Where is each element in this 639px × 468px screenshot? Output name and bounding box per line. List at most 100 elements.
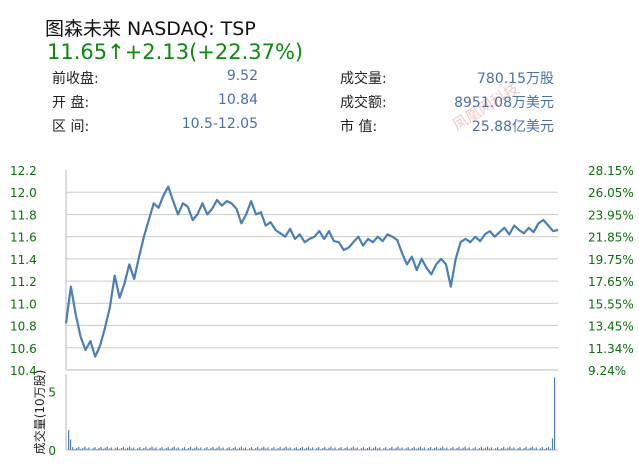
volume-bar (293, 448, 295, 450)
volume-bar (157, 449, 159, 450)
volume-bar (324, 446, 326, 450)
volume-bar (226, 448, 228, 450)
volume-bar (127, 447, 129, 450)
volume-bar (76, 448, 78, 450)
volume-bar (470, 449, 472, 450)
volume-bar (159, 448, 161, 450)
y-tick-label: 12.2 (10, 164, 37, 178)
volume-bar (269, 449, 271, 450)
volume-bar (330, 446, 332, 450)
volume-bar (163, 449, 165, 450)
volume-bar (281, 448, 283, 450)
volume-bar (188, 448, 190, 450)
volume-bar (316, 448, 318, 450)
volume-bar (346, 446, 348, 450)
volume-bar (161, 447, 163, 450)
volume-bar (466, 448, 468, 450)
volume-bar (460, 448, 462, 450)
volume-bar (436, 446, 438, 450)
volume-bar (230, 449, 232, 450)
volume-bar (210, 448, 212, 450)
volume-bar (265, 448, 267, 450)
price-line (64, 185, 559, 358)
open-label: 开 盘: (52, 95, 90, 111)
volume-bar (405, 448, 407, 450)
volume-bar (440, 447, 442, 450)
volume-bar (411, 448, 413, 450)
volume-bar (202, 449, 204, 450)
volume-bar (179, 449, 181, 450)
volume-bar (523, 448, 525, 450)
volume-bar (90, 449, 92, 450)
volume-bar (403, 449, 405, 450)
volume-bar (224, 449, 226, 450)
volume-bar (387, 449, 389, 450)
volume-bar (415, 448, 417, 450)
volume-bar (389, 448, 391, 450)
volume-bar (218, 446, 220, 450)
y-tick-label: 12.0 (10, 186, 37, 200)
volume-bar (517, 448, 519, 450)
volume-bar (442, 446, 444, 450)
volume-bar (529, 447, 531, 450)
volume-bar (220, 448, 222, 450)
y-tick-label: 11.2 (10, 275, 37, 289)
volume-bar (531, 446, 533, 450)
volume-bar (122, 446, 125, 450)
volume-bar (438, 448, 440, 450)
volume-bar (468, 447, 470, 450)
volume-bar (362, 447, 364, 450)
pct-tick-label: 19.75% (588, 253, 634, 267)
volume-bar (129, 446, 131, 450)
volume-bar (133, 447, 135, 450)
volume-bar (175, 448, 177, 450)
volume-bar (86, 448, 88, 450)
volume-bar (287, 448, 289, 450)
volume-bar (358, 449, 360, 450)
volume-bar (228, 447, 230, 450)
volume-bar (521, 449, 523, 450)
volume-bar (472, 448, 474, 450)
volume-bar (425, 449, 428, 450)
volume-bar (332, 448, 334, 450)
volume-bar (271, 448, 273, 450)
volume-bar (112, 449, 114, 450)
volume-bar (554, 377, 556, 450)
volume-bar (289, 447, 291, 450)
volume-bar (301, 446, 303, 450)
volume-bar (326, 448, 328, 450)
pct-tick-label: 9.24% (588, 364, 626, 378)
pct-tick-label: 23.95% (588, 208, 634, 222)
volume-bar (173, 446, 175, 450)
volume-bar (200, 447, 202, 450)
volume-bar (519, 447, 521, 450)
volume-bar (106, 446, 108, 450)
volume-bar (476, 449, 478, 450)
volume-bar (242, 448, 245, 450)
volume-bar (474, 447, 476, 450)
volume-bar (299, 448, 301, 450)
turnover-label: 成交额: (340, 95, 387, 111)
volume-bar (253, 449, 255, 450)
volume-bar (397, 446, 399, 450)
volume-bar (212, 446, 214, 450)
volume-bar (448, 449, 450, 450)
open-value: 10.84 (217, 92, 258, 108)
pct-tick-label: 21.85% (588, 231, 634, 245)
volume-bar (507, 447, 509, 450)
volume-bar (450, 448, 452, 450)
volume-bar (153, 448, 155, 450)
volume-bar (545, 448, 547, 450)
volume-bar (312, 447, 314, 450)
volume-bar (434, 448, 436, 450)
volume-bar (181, 448, 184, 450)
volume-bar (68, 430, 70, 450)
volume-bar (72, 447, 74, 450)
volume-bar (131, 448, 133, 450)
volume-label: 成交量: (340, 71, 387, 87)
volume-bar (493, 449, 495, 450)
volume-bar (525, 446, 527, 450)
volume-bar (108, 448, 110, 450)
volume-bar (480, 446, 482, 450)
volume-bar (344, 448, 346, 450)
